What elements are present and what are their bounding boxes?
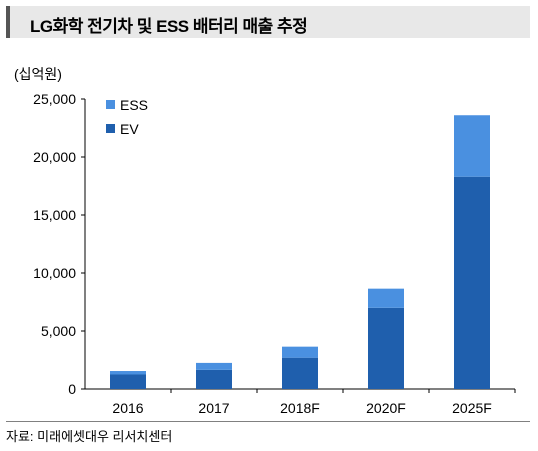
y-tick-label: 5,000 <box>41 323 76 339</box>
y-tick-label: 10,000 <box>33 265 76 281</box>
legend-label-ess: ESS <box>120 97 148 113</box>
bar-ess <box>454 115 490 177</box>
legend-swatch-ev <box>106 124 115 133</box>
x-tick-label: 2025F <box>452 400 492 416</box>
unit-label: (십억원) <box>14 66 62 82</box>
legend-label-ev: EV <box>120 121 139 137</box>
footer-divider <box>6 421 530 422</box>
bar-ev <box>368 307 404 389</box>
bar-ess <box>196 362 232 370</box>
x-tick-label: 2018F <box>280 400 320 416</box>
x-tick-label: 2020F <box>366 400 406 416</box>
bar-ess <box>282 346 318 358</box>
source-note: 자료: 미래에셋대우 리서치센터 <box>6 429 173 444</box>
chart-title: LG화학 전기차 및 ESS 배터리 매출 추정 <box>30 17 308 36</box>
y-tick-label: 15,000 <box>33 207 76 223</box>
legend-swatch-ess <box>106 100 115 109</box>
y-tick-label: 0 <box>68 381 76 397</box>
bar-ev <box>282 357 318 389</box>
title-accent <box>6 6 10 38</box>
bar-ev <box>196 369 232 389</box>
bar-ess <box>110 371 146 375</box>
y-tick-label: 25,000 <box>33 91 76 107</box>
y-tick-label: 20,000 <box>33 149 76 165</box>
bar-ev <box>110 374 146 389</box>
x-tick-label: 2017 <box>198 400 229 416</box>
x-tick-label: 2016 <box>112 400 143 416</box>
title-bar: LG화학 전기차 및 ESS 배터리 매출 추정 <box>6 6 530 38</box>
bar-ess <box>368 288 404 308</box>
bar-ev <box>454 176 490 389</box>
